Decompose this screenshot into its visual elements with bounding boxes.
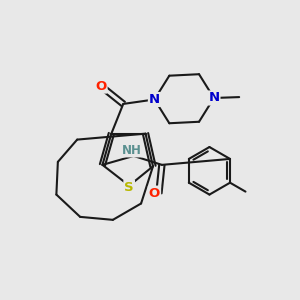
Text: O: O xyxy=(95,80,106,93)
Text: NH: NH xyxy=(122,143,142,157)
Text: S: S xyxy=(124,181,134,194)
Text: O: O xyxy=(149,187,160,200)
Text: N: N xyxy=(208,92,220,104)
Text: N: N xyxy=(149,93,160,106)
